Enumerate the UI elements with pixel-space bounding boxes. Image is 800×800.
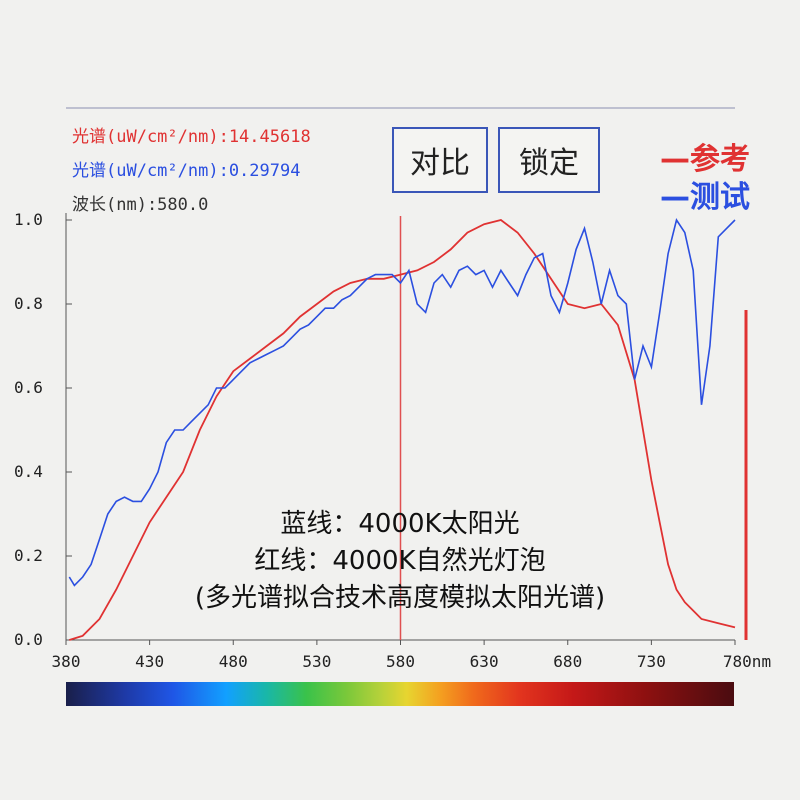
- x-tick-label: 730: [636, 652, 666, 671]
- x-tick-label: 480: [218, 652, 248, 671]
- x-tick-label: 780nm: [722, 652, 772, 671]
- x-tick-label: 380: [51, 652, 81, 671]
- x-tick-label: 680: [553, 652, 583, 671]
- x-tick-marks: [65, 640, 736, 645]
- test-readout-text: 光谱(uW/cm²/nm):0.29794: [72, 161, 301, 181]
- reference-readout: 光谱(uW/cm²/nm):14.45618: [72, 122, 311, 147]
- legend-test-label: —测试: [660, 180, 750, 215]
- x-tick-label: 430: [135, 652, 165, 671]
- lock-button-label: 锁定: [519, 146, 579, 181]
- x-tick-label: 530: [302, 652, 332, 671]
- legend-reference: —参考: [660, 134, 750, 178]
- y-tick-label: 0.6: [14, 378, 43, 397]
- lock-button[interactable]: 锁定: [498, 127, 600, 193]
- annotation-line-2-text: 红线：4000K自然光灯泡: [254, 546, 546, 576]
- x-tick-label: 630: [469, 652, 499, 671]
- annotation-line-1: 蓝线：4000K太阳光: [150, 503, 650, 540]
- compare-button-label: 对比: [410, 146, 470, 181]
- y-tick-label: 0.8: [14, 294, 43, 313]
- wavelength-readout: 波长(nm):580.0: [72, 190, 208, 215]
- y-tick-label: 1.0: [14, 210, 43, 229]
- y-tick-label: 0.4: [14, 462, 43, 481]
- annotation-line-3-text: (多光谱拟合技术高度模拟太阳光谱): [194, 583, 606, 613]
- visible-spectrum-color-bar: [66, 682, 734, 706]
- legend-test: —测试: [660, 172, 750, 216]
- annotation-line-1-text: 蓝线：4000K太阳光: [280, 509, 520, 539]
- legend-reference-label: —参考: [660, 142, 750, 177]
- compare-button[interactable]: 对比: [392, 127, 488, 193]
- test-series-line: [68, 218, 736, 587]
- y-tick-label: 0.0: [14, 630, 43, 649]
- y-tick-label: 0.2: [14, 546, 43, 565]
- annotation-line-2: 红线：4000K自然光灯泡: [150, 540, 650, 577]
- reference-series-line: [69, 219, 736, 641]
- y-tick-marks: [66, 219, 72, 641]
- test-readout: 光谱(uW/cm²/nm):0.29794: [72, 156, 300, 181]
- reference-readout-text: 光谱(uW/cm²/nm):14.45618: [72, 127, 311, 147]
- annotation-line-3: (多光谱拟合技术高度模拟太阳光谱): [100, 577, 700, 614]
- wavelength-readout-text: 波长(nm):580.0: [72, 195, 209, 215]
- x-tick-label: 580: [386, 652, 415, 671]
